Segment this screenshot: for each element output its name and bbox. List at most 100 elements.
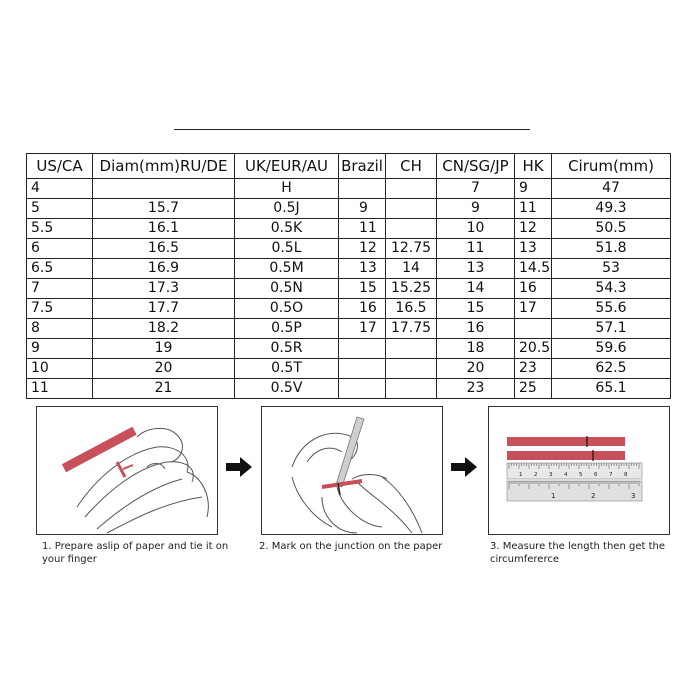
right-arrow-icon xyxy=(451,457,477,477)
table-cell xyxy=(514,318,552,339)
table-cell: 17.3 xyxy=(92,278,235,299)
header-brazil: Brazil xyxy=(338,153,386,179)
table-cell: 0.5K xyxy=(234,218,339,239)
table-cell xyxy=(338,358,386,379)
step-3-caption: 3. Measure the length then get the circu… xyxy=(490,541,665,565)
pencil-shape xyxy=(335,416,365,488)
table-cell: 23 xyxy=(436,378,515,399)
table-cell: 11 xyxy=(338,218,386,239)
table-cell: 0.5V xyxy=(234,378,339,399)
table-cell: 15 xyxy=(436,298,515,319)
ruler-top xyxy=(506,462,643,480)
ruler-top-number: 2 xyxy=(534,472,538,478)
top-divider-line xyxy=(174,129,530,130)
table-cell: 20 xyxy=(92,358,235,379)
table-cell: 8 xyxy=(26,318,93,339)
header-diameter: Diam(mm)RU/DE xyxy=(92,153,235,179)
table-cell xyxy=(338,178,386,199)
table-cell: 16.1 xyxy=(92,218,235,239)
step-1-caption: 1. Prepare aslip of paper and tie it on … xyxy=(42,541,229,565)
table-cell: 65.1 xyxy=(551,378,671,399)
table-cell: 11 xyxy=(514,198,552,219)
table-cell: 14.5 xyxy=(514,258,552,279)
table-cell: 5 xyxy=(26,198,93,219)
table-cell xyxy=(92,178,235,199)
table-cell: 0.5P xyxy=(234,318,339,339)
table-cell: 9 xyxy=(26,338,93,359)
table-cell: 14 xyxy=(436,278,515,299)
table-cell: 51.8 xyxy=(551,238,671,259)
table-cell xyxy=(385,178,437,199)
table-cell: 17.75 xyxy=(385,318,437,339)
table-cell: 15.25 xyxy=(385,278,437,299)
table-cell: 9 xyxy=(514,178,552,199)
table-cell xyxy=(385,338,437,359)
table-cell: 14 xyxy=(385,258,437,279)
table-cell: 6.5 xyxy=(26,258,93,279)
table-cell: 9 xyxy=(436,198,515,219)
right-arrow-icon xyxy=(226,457,252,477)
table-cell xyxy=(338,378,386,399)
ruler-bottom xyxy=(506,480,643,502)
table-cell xyxy=(338,338,386,359)
table-cell: 16 xyxy=(338,298,386,319)
table-cell: 0.5T xyxy=(234,358,339,379)
table-cell: 54.3 xyxy=(551,278,671,299)
table-cell: 23 xyxy=(514,358,552,379)
table-row: 7 17.3 0.5N 15 15.25 14 16 54.3 xyxy=(26,278,671,299)
table-cell: 12 xyxy=(514,218,552,239)
ruler-top-number: 8 xyxy=(624,472,628,478)
ruler-top-number: 6 xyxy=(594,472,598,478)
table-cell: 15 xyxy=(338,278,386,299)
table-cell: 16.5 xyxy=(385,298,437,319)
table-cell: 25 xyxy=(514,378,552,399)
table-cell: 12.75 xyxy=(385,238,437,259)
step-2-illustration xyxy=(261,406,443,535)
table-cell: 0.5L xyxy=(234,238,339,259)
header-uk-eur-au: UK/EUR/AU xyxy=(234,153,339,179)
table-cell: 62.5 xyxy=(551,358,671,379)
table-cell: 4 xyxy=(26,178,93,199)
table-cell: 59.6 xyxy=(551,338,671,359)
header-us-ca: US/CA xyxy=(26,153,93,179)
header-circumference: Cirum(mm) xyxy=(551,153,671,179)
table-cell: 17.7 xyxy=(92,298,235,319)
table-cell: 9 xyxy=(338,198,386,219)
table-cell: 55.6 xyxy=(551,298,671,319)
table-cell: 50.5 xyxy=(551,218,671,239)
table-row: 10 20 0.5T 20 23 62.5 xyxy=(26,358,671,379)
ruler-top-number: 3 xyxy=(549,472,553,478)
ruler-top-number: 5 xyxy=(579,472,583,478)
table-row: 6.5 16.9 0.5M 13 14 13 14.5 53 xyxy=(26,258,671,279)
table-cell: 10 xyxy=(26,358,93,379)
table-cell xyxy=(385,218,437,239)
table-row: 6 16.5 0.5L 12 12.75 11 13 51.8 xyxy=(26,238,671,259)
table-cell: 0.5N xyxy=(234,278,339,299)
table-cell: 0.5O xyxy=(234,298,339,319)
table-cell: 7 xyxy=(436,178,515,199)
table-row: 4 H 7 9 47 xyxy=(26,178,671,199)
ruler-bottom-number: 3 xyxy=(631,492,635,500)
ruler-measurement-icon: 1 2 3 4 5 6 7 8 1 2 3 xyxy=(506,436,643,502)
table-cell: H xyxy=(234,178,339,199)
ruler-bottom-number: 1 xyxy=(551,492,555,500)
table-cell: 7.5 xyxy=(26,298,93,319)
table-cell: 17 xyxy=(338,318,386,339)
table-cell xyxy=(385,378,437,399)
table-cell: 0.5R xyxy=(234,338,339,359)
step-1-illustration xyxy=(36,406,218,535)
table-cell: 21 xyxy=(92,378,235,399)
table-cell: 53 xyxy=(551,258,671,279)
paper-strip-shape xyxy=(61,426,137,473)
table-cell: 16 xyxy=(436,318,515,339)
table-cell: 6 xyxy=(26,238,93,259)
hand-with-paper-strip-icon xyxy=(61,426,209,534)
table-cell: 0.5M xyxy=(234,258,339,279)
ruler-top-number: 1 xyxy=(519,472,523,478)
table-cell: 13 xyxy=(436,258,515,279)
header-hk: HK xyxy=(514,153,552,179)
ruler-top-number: 4 xyxy=(564,472,568,478)
header-cn-sg-jp: CN/SG/JP xyxy=(436,153,515,179)
ring-size-table: US/CA Diam(mm)RU/DE UK/EUR/AU Brazil CH … xyxy=(26,153,671,399)
table-cell: 20.5 xyxy=(514,338,552,359)
